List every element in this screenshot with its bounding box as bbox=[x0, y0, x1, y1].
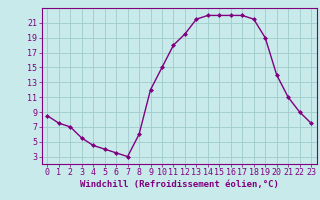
X-axis label: Windchill (Refroidissement éolien,°C): Windchill (Refroidissement éolien,°C) bbox=[80, 180, 279, 189]
